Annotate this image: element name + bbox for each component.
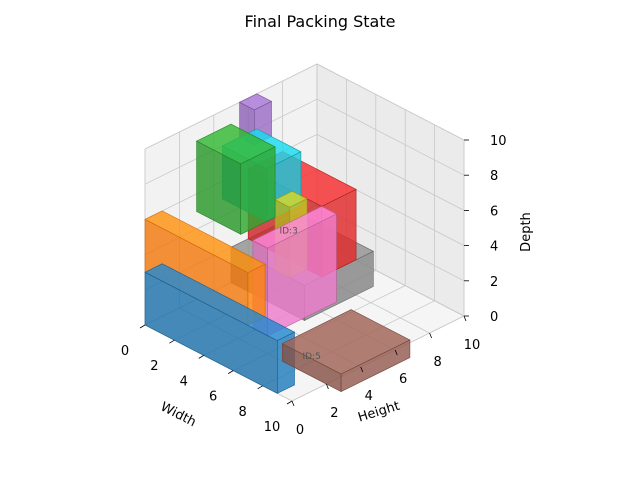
box-face-top (281, 309, 411, 375)
y-tick (360, 366, 364, 373)
box-face-top (144, 210, 266, 273)
x-tick (139, 324, 146, 329)
packed-box (195, 123, 276, 235)
x-tick-label: 2 (150, 359, 158, 374)
grid-line-back-z (316, 63, 465, 141)
y-tick-label: 10 (464, 338, 481, 353)
z-tick-label: 6 (490, 204, 498, 219)
box-face-top (252, 206, 338, 249)
x-tick (198, 355, 205, 359)
y-tick-label: 8 (433, 355, 441, 370)
x-tick (257, 385, 263, 390)
y-axis-label: Height (356, 399, 401, 426)
box-face-top (195, 123, 276, 165)
x-tick (286, 400, 293, 405)
y-tick (326, 383, 329, 390)
z-axis-label: Depth (519, 212, 534, 252)
chart-title: Final Packing State (244, 12, 396, 31)
z-tick-label: 4 (490, 240, 498, 255)
x-tick-label: 8 (238, 405, 246, 420)
y-tick-label: 4 (365, 389, 373, 404)
tick-labels: 0 2 4 6 8 10 0 2 4 6 8 10 0 2 4 6 8 10 (121, 134, 507, 438)
x-tick-label: 4 (180, 374, 188, 389)
box-face-top (144, 263, 296, 341)
box-face-top (238, 93, 273, 111)
grid-line-back-z (316, 98, 465, 176)
box-face-top (274, 190, 308, 208)
box-labels: ID:3 ID:5 (280, 227, 321, 362)
y-tick-label: 0 (296, 423, 304, 438)
z-tick-label: 0 (490, 310, 498, 325)
tick-marks (139, 139, 469, 407)
x-tick (169, 339, 175, 344)
y-tick (463, 315, 467, 322)
y-tick (429, 332, 432, 339)
x-tick-label: 6 (209, 390, 217, 405)
x-tick (227, 370, 234, 374)
packed-box (281, 309, 411, 393)
z-tick-label: 8 (490, 169, 498, 184)
grid-line-back-z (316, 134, 465, 211)
grid-line-side-z (144, 63, 318, 150)
box-id-label: ID:5 (303, 352, 321, 362)
x-axis-label: Width (158, 400, 198, 431)
y-tick (394, 349, 398, 356)
x-tick-label: 10 (264, 420, 281, 435)
z-tick-label: 10 (490, 134, 507, 149)
y-tick-label: 6 (399, 372, 407, 387)
box-id-label: ID:3 (280, 227, 298, 237)
x-tick-label: 0 (121, 344, 129, 359)
y-tick (291, 400, 295, 407)
z-tick-label: 2 (490, 275, 498, 290)
y-tick-label: 2 (330, 406, 338, 421)
packed-boxes (144, 93, 411, 394)
